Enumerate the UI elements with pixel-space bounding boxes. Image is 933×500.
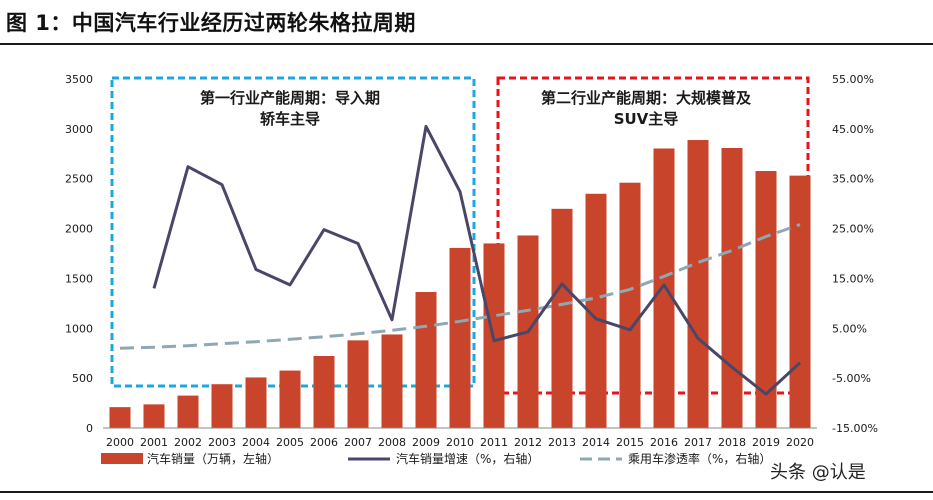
x-tick-label: 2003 <box>208 436 236 449</box>
y-left-tick-label: 2000 <box>65 223 93 236</box>
bar <box>211 384 233 428</box>
axes: 0 500 1000 1500 2000 2500 3000 3500 -15.00% -5.00… <box>65 73 878 449</box>
x-tick-label: 2020 <box>786 436 814 449</box>
legend-label: 汽车销量增速（%，右轴） <box>396 451 539 466</box>
bar <box>143 404 165 428</box>
series-lines <box>119 124 802 396</box>
legend-label: 乘用车渗透率（%，右轴） <box>628 451 771 466</box>
bar <box>313 356 335 428</box>
bar <box>177 395 199 428</box>
bar <box>721 148 743 428</box>
x-tick-label: 2000 <box>106 436 134 449</box>
penetration-line <box>119 223 801 350</box>
growth-line <box>152 124 802 396</box>
x-tick-label: 2017 <box>684 436 712 449</box>
y-right-tick-label: -15.00% <box>832 422 878 435</box>
x-tick-label: 2002 <box>174 436 202 449</box>
bar <box>109 407 131 428</box>
x-tick-label: 2006 <box>310 436 338 449</box>
y-right-tick-label: 25.00% <box>832 223 874 236</box>
x-tick-label: 2011 <box>480 436 508 449</box>
footer-rule <box>0 491 933 493</box>
x-tick-label: 2010 <box>446 436 474 449</box>
y-left-tick-label: 3500 <box>65 73 93 86</box>
annotation-text: 轿车主导 <box>260 110 320 128</box>
bar <box>279 370 301 428</box>
x-tick-label: 2001 <box>140 436 168 449</box>
x-tick-label: 2019 <box>752 436 780 449</box>
y-left-tick-label: 1000 <box>65 322 93 335</box>
bar <box>687 140 709 428</box>
bar <box>415 291 437 428</box>
bar <box>789 175 811 428</box>
x-tick-label: 2009 <box>412 436 440 449</box>
x-tick-label: 2014 <box>582 436 610 449</box>
x-tick-label: 2018 <box>718 436 746 449</box>
legend-label: 汽车销量（万辆，左轴） <box>147 451 279 466</box>
bars <box>109 140 811 428</box>
annotation-text: 第一行业产能周期：导入期 <box>200 89 380 107</box>
x-tick-label: 2015 <box>616 436 644 449</box>
y-left-tick-label: 0 <box>86 422 93 435</box>
x-tick-label: 2012 <box>514 436 542 449</box>
y-right-tick-label: -5.00% <box>832 372 871 385</box>
x-tick-label: 2016 <box>650 436 678 449</box>
y-right-tick-label: 35.00% <box>832 173 874 186</box>
y-right-tick-label: 15.00% <box>832 272 874 285</box>
y-left-tick-label: 3000 <box>65 123 93 136</box>
y-left-tick-label: 500 <box>72 372 93 385</box>
y-right-tick-label: 45.00% <box>832 123 874 136</box>
bar <box>619 182 641 428</box>
y-right-tick-label: 5.00% <box>832 322 867 335</box>
figure-title: 图 1：中国汽车行业经历过两轮朱格拉周期 <box>6 11 416 35</box>
legend: 汽车销量（万辆，左轴） 汽车销量增速（%，右轴） 乘用车渗透率（%，右轴） <box>101 451 771 466</box>
bar <box>551 208 573 428</box>
bar <box>653 148 675 428</box>
x-tick-label: 2004 <box>242 436 270 449</box>
title-rule <box>0 43 933 45</box>
watermark: 头条 @认是 <box>770 462 866 483</box>
y-left-tick-label: 1500 <box>65 272 93 285</box>
bar <box>381 334 403 428</box>
annotation-text: 第二行业产能周期：大规模普及 <box>541 89 752 107</box>
x-tick-label: 2008 <box>378 436 406 449</box>
legend-swatch-bar <box>101 453 143 464</box>
bar <box>449 247 471 428</box>
x-tick-label: 2005 <box>276 436 304 449</box>
annotation-text: SUV主导 <box>614 110 679 128</box>
bar <box>755 171 777 428</box>
y-right-tick-label: 55.00% <box>832 73 874 86</box>
y-left-tick-label: 2500 <box>65 173 93 186</box>
bar <box>245 377 267 428</box>
x-tick-label: 2007 <box>344 436 372 449</box>
bar <box>585 193 607 428</box>
x-tick-label: 2013 <box>548 436 576 449</box>
bar <box>347 340 369 428</box>
